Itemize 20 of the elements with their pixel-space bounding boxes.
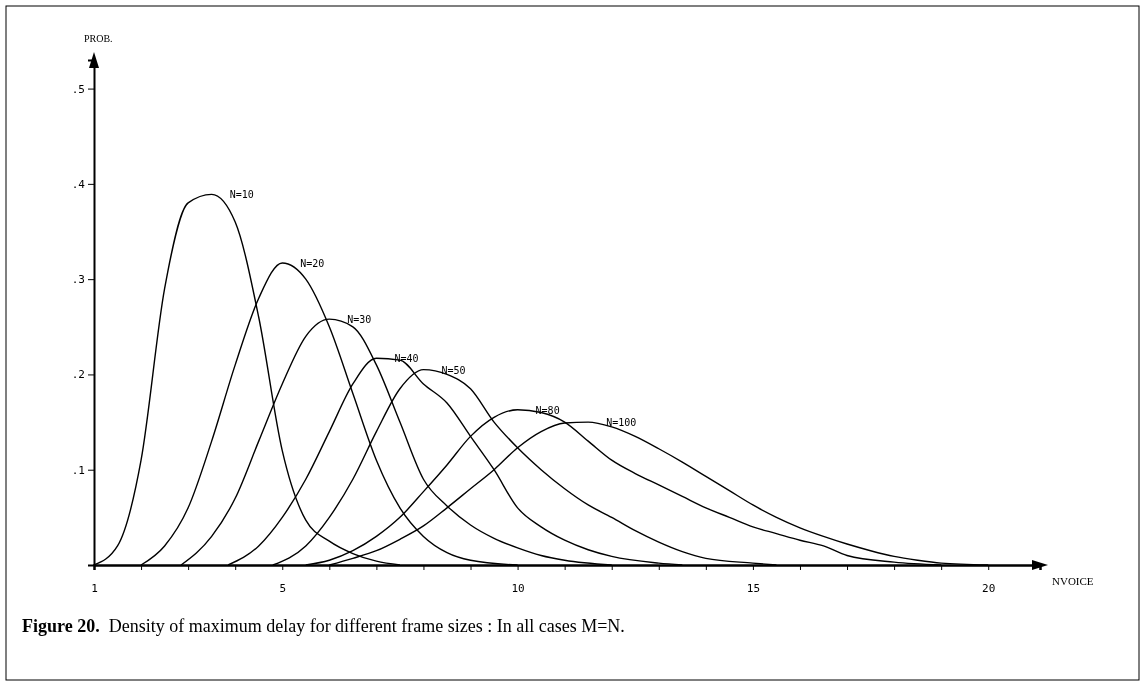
x-tick-label: 5 [279,581,287,595]
series-label: N=20 [300,257,325,269]
x-tick-label: 10 [511,581,525,595]
y-tick-label: .2 [71,368,85,382]
y-tick-label: .1 [71,463,85,477]
series-label: N=40 [394,353,419,365]
y-tick-label: .3 [71,273,85,287]
series-label: N=100 [606,417,637,429]
x-tick-label: 15 [746,581,761,595]
caption: Figure 20. Density of maximum delay for different frame sizes : In all cases M=N. [22,616,625,636]
series-label: N=80 [535,404,560,416]
x-axis-title: NVOICE [1052,575,1094,587]
y-tick-label: .4 [71,177,86,191]
y-axis-title: PROB. [84,33,113,44]
x-tick-label: 1 [91,581,98,595]
series-label: N=30 [347,314,372,326]
x-tick-label: 20 [982,581,996,595]
series-label: N=10 [229,189,254,201]
y-tick-label: .5 [71,82,85,96]
series-label: N=50 [441,364,466,376]
